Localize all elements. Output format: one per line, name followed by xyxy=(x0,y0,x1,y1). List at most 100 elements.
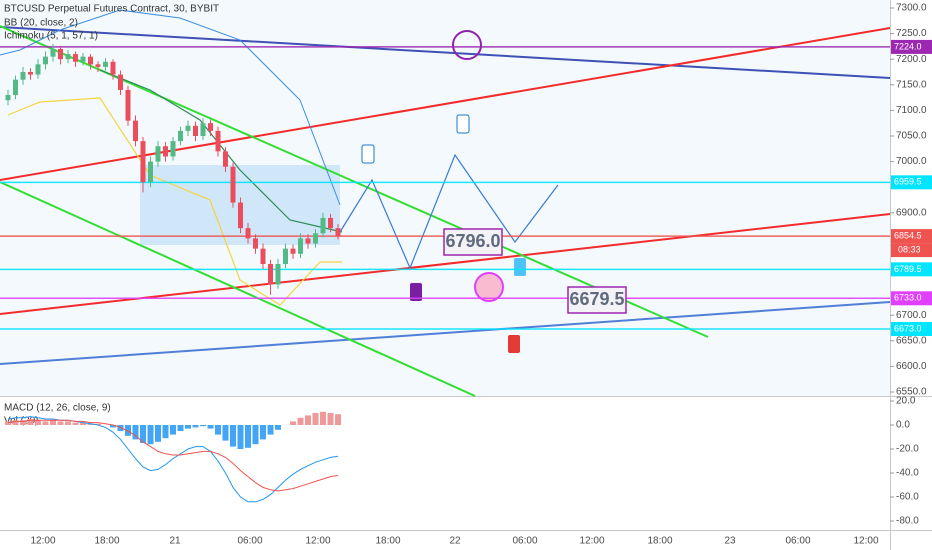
candle-body xyxy=(328,217,333,229)
candle-body xyxy=(110,61,116,75)
candle-body xyxy=(245,228,251,239)
price-tick-label: 6600.0 xyxy=(896,361,927,372)
price-tag-label: 7224.0 xyxy=(894,41,922,51)
hand-icon xyxy=(508,335,520,353)
annotation-box xyxy=(443,228,503,256)
macd-histogram-bar xyxy=(65,421,71,425)
candle-body xyxy=(58,48,63,60)
candle-body xyxy=(275,264,281,285)
macd-histogram-bar xyxy=(125,425,131,436)
annotation-label: 6679.5 xyxy=(569,289,624,309)
macd-histogram-bar xyxy=(275,425,281,430)
time-tick-label: 06:00 xyxy=(785,536,810,547)
candle-body xyxy=(313,233,318,244)
annotation-box xyxy=(567,286,627,314)
macd-histogram-bar xyxy=(267,425,274,435)
macd-histogram-bar xyxy=(35,420,41,425)
countdown-label: 08:33 xyxy=(898,244,921,254)
candle-body xyxy=(118,74,123,90)
macd-histogram-bar xyxy=(95,423,101,425)
time-tick-label: 06:00 xyxy=(512,536,537,547)
macd-tick-label: -80.0 xyxy=(896,516,919,527)
macd-histogram-bar xyxy=(320,411,326,425)
price-tag-label: 6959.5 xyxy=(894,177,922,187)
candle-body xyxy=(35,64,41,75)
candle-body xyxy=(215,130,221,152)
macd-histogram-bar xyxy=(237,425,244,449)
time-tick-label: 12:00 xyxy=(579,536,604,547)
price-tick-label: 7250.0 xyxy=(896,28,927,39)
macd-histogram-bar xyxy=(117,425,124,431)
candle-body xyxy=(148,161,153,183)
trendline xyxy=(0,26,891,79)
candle-body xyxy=(43,56,48,65)
candle-body xyxy=(200,123,206,136)
candle-body xyxy=(208,123,213,131)
time-tick-label: 12:00 xyxy=(30,536,55,547)
macd-histogram-bar xyxy=(185,425,191,429)
macd-histogram-bar xyxy=(147,425,154,445)
candle-body xyxy=(320,217,326,234)
candle-body xyxy=(163,146,168,157)
trendline xyxy=(0,181,476,397)
macd-histogram-bar xyxy=(297,417,304,425)
macd-histogram-bar xyxy=(207,425,214,429)
macd-histogram-bar xyxy=(290,421,296,425)
macd-histogram-bar xyxy=(312,413,319,425)
macd-histogram-bar xyxy=(327,413,334,425)
candle-body xyxy=(140,141,146,183)
macd-histogram-bar xyxy=(230,425,236,447)
macd-pane xyxy=(0,397,890,530)
macd-tick-label: 0.0 xyxy=(896,420,910,431)
macd-title: MACD (12, 26, close, 9) xyxy=(4,403,111,414)
ichimoku-line xyxy=(7,97,342,306)
time-tick-label: 12:00 xyxy=(305,536,330,547)
macd-histogram-bar xyxy=(260,425,266,440)
macd-histogram-bar xyxy=(5,421,11,425)
macd-histogram-bar xyxy=(215,425,221,435)
candle-body xyxy=(260,248,266,264)
macd-histogram-bar xyxy=(177,425,184,431)
macd-histogram-bar xyxy=(222,425,229,441)
macd-histogram-bar xyxy=(50,420,56,425)
macd-histogram-bar xyxy=(200,425,206,427)
price-tick-label: 7000.0 xyxy=(896,156,927,167)
time-tick-label: 23 xyxy=(724,536,736,547)
macd-histogram-bar xyxy=(162,425,169,439)
price-tag-label: 6789.5 xyxy=(894,264,922,274)
time-tick-label: 18:00 xyxy=(94,536,119,547)
macd-histogram-bar xyxy=(27,419,34,425)
macd-histogram-bar xyxy=(335,414,341,425)
price-tick-label: 7050.0 xyxy=(896,131,927,142)
candle-body xyxy=(335,228,341,237)
candle-body xyxy=(155,146,161,162)
price-tag-label: 6733.0 xyxy=(894,293,922,303)
macd-histogram-bar xyxy=(72,422,79,425)
macd-histogram-bar xyxy=(305,415,311,425)
candle-body xyxy=(193,125,198,136)
sad-icon xyxy=(474,272,504,302)
candle-body xyxy=(238,202,243,229)
macd-histogram-bar xyxy=(12,420,19,425)
candle-body xyxy=(268,264,273,285)
candle-body xyxy=(103,61,108,67)
candle-body xyxy=(253,238,258,249)
candle-body xyxy=(230,166,236,203)
candle-body xyxy=(5,95,11,101)
candle-body xyxy=(73,54,78,62)
macd-tick-label: -60.0 xyxy=(896,492,919,503)
price-tag-label: 6854.5 xyxy=(894,230,922,240)
hand-icon xyxy=(361,144,375,164)
candle-body xyxy=(95,64,101,67)
candle-body xyxy=(298,238,303,254)
indicator-label: BB (20, close, 2) xyxy=(4,18,78,29)
price-tag xyxy=(891,262,932,277)
candle-body xyxy=(283,248,288,264)
hand-icon xyxy=(410,283,422,301)
candle-body xyxy=(290,248,296,254)
price-tick-label: 6700.0 xyxy=(896,310,927,321)
price-tag xyxy=(891,322,932,337)
candle-body xyxy=(178,130,183,142)
price-tag xyxy=(891,291,932,306)
